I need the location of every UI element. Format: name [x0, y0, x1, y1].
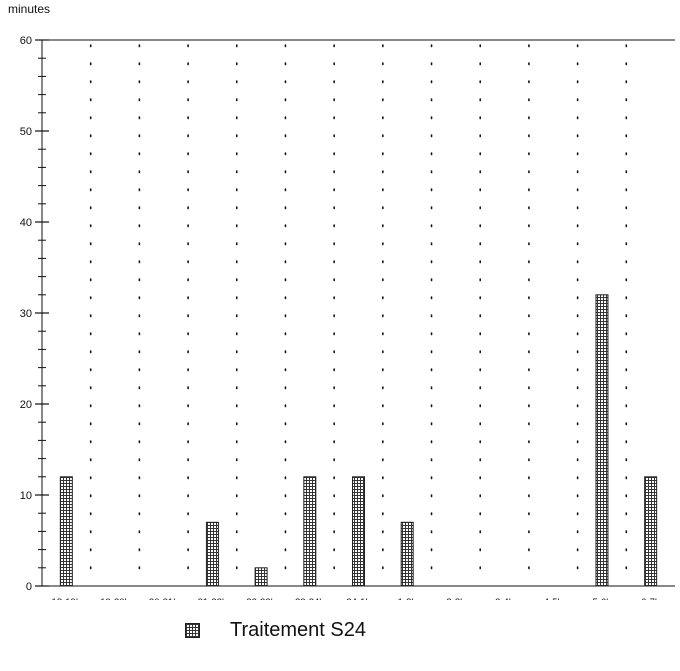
x-tick-label: 18-19h: [52, 597, 82, 600]
y-tick-label: 30: [20, 308, 32, 320]
y-tick-label: 50: [20, 126, 32, 138]
x-tick-label: 4-5h: [544, 597, 563, 600]
legend: Traitement S24: [185, 619, 366, 642]
x-tick-label: 24-1h: [346, 597, 370, 600]
x-tick-label: 1-2h: [398, 597, 417, 600]
bars: [60, 295, 656, 586]
x-tick-label: 22-23h: [246, 597, 276, 600]
y-tick-label: 20: [20, 399, 32, 411]
y-tick-label: 10: [20, 490, 32, 502]
x-tick-label: 3-4h: [495, 597, 514, 600]
bar: [596, 295, 608, 586]
labels: 0 10 20 30 40 50 60 18-19h 19-20h 20-21h 21-22h 22-…: [20, 35, 660, 600]
bar: [353, 477, 365, 586]
legend-label: Traitement S24: [230, 619, 366, 642]
y-tick-label: 40: [20, 217, 32, 229]
bar: [645, 477, 657, 586]
bar: [255, 568, 267, 586]
x-tick-label: 6-7h: [641, 597, 660, 600]
y-tick-label: 0: [26, 581, 32, 593]
bar: [206, 522, 218, 586]
x-tick-label: 5-6h: [592, 597, 611, 600]
bar: [60, 477, 72, 586]
y-tick-label: 60: [20, 35, 32, 47]
x-tick-label: 19-20h: [100, 597, 130, 600]
x-tick-label: 2-3h: [446, 597, 465, 600]
bar-chart: 0 10 20 30 40 50 60 18-19h 19-20h 20-21h 21-22h 22-…: [0, 0, 680, 600]
bar: [304, 477, 316, 586]
x-tick-label: 20-21h: [149, 597, 179, 600]
x-tick-label: 21-22h: [198, 597, 228, 600]
x-tick-label: 23-24h: [295, 597, 325, 600]
bar: [401, 522, 413, 586]
legend-swatch: [185, 623, 200, 638]
